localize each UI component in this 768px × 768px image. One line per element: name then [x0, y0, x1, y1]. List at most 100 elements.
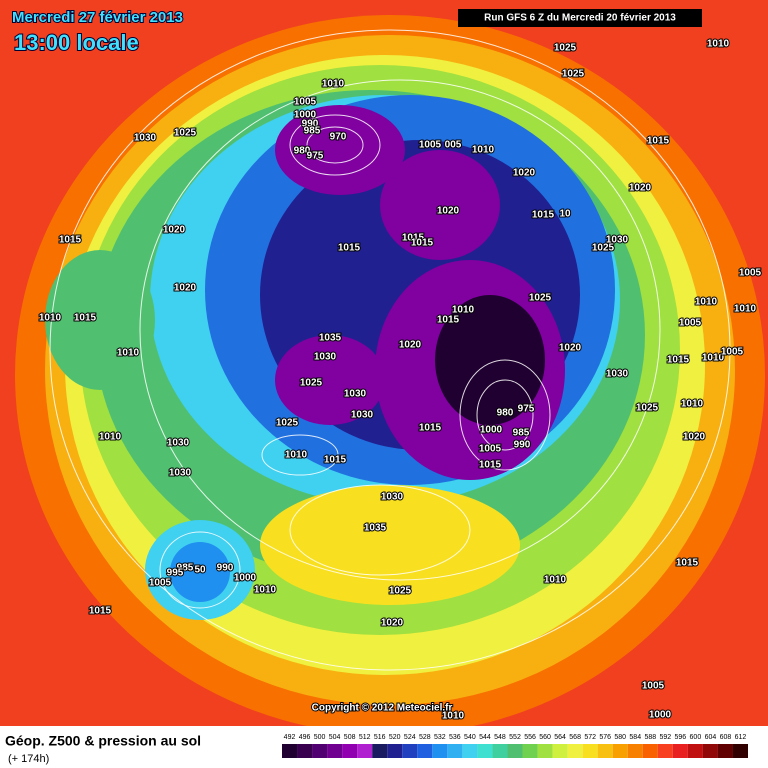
- pressure-label: 1020: [629, 183, 652, 194]
- isobars: [49, 29, 731, 671]
- pressure-label: 1015: [89, 606, 112, 617]
- pressure-label: 1010: [442, 711, 465, 722]
- pressure-label: 1015: [532, 210, 555, 221]
- scale-label: 536: [449, 734, 461, 741]
- scale-label: 564: [554, 734, 566, 741]
- pressure-label: 1010: [472, 145, 495, 156]
- pressure-label: 985: [177, 563, 194, 574]
- pressure-label: 985: [304, 126, 321, 137]
- scale-swatch: [507, 744, 523, 758]
- pressure-label: 1015: [667, 355, 690, 366]
- scale-label: 544: [479, 734, 491, 741]
- footer-title: Géop. Z500 & pression au sol: [5, 733, 201, 749]
- pressure-label: 1010: [322, 79, 345, 90]
- scale-swatch: [612, 744, 628, 758]
- pressure-label: 1025: [554, 43, 577, 54]
- pressure-label: 990: [217, 563, 234, 574]
- scale-swatch: [567, 744, 583, 758]
- scale-swatch: [282, 744, 298, 758]
- scale-swatch: [522, 744, 538, 758]
- run-box: [458, 9, 702, 27]
- pressure-label: 1005: [679, 318, 702, 329]
- scale-label: 588: [644, 734, 656, 741]
- pressure-label: 1015: [59, 235, 82, 246]
- pressure-label: 1025: [276, 418, 299, 429]
- pressure-label: 1005: [149, 578, 172, 589]
- field-band: [435, 295, 545, 425]
- scale-label: 496: [299, 734, 311, 741]
- pressure-label: 1020: [381, 618, 404, 629]
- pressure-label: 1000: [294, 110, 317, 121]
- pressure-label: 1020: [559, 343, 582, 354]
- pressure-label: 970: [330, 132, 347, 143]
- scale-swatch: [702, 744, 718, 758]
- pressure-label: 1010: [544, 575, 567, 586]
- pressure-label: 1010: [39, 313, 62, 324]
- isobar: [306, 126, 364, 164]
- pressure-label: 50: [194, 565, 206, 576]
- pressure-label: 1015: [74, 313, 97, 324]
- pressure-label: 1025: [529, 293, 552, 304]
- scale-swatch: [642, 744, 658, 758]
- scale-swatch: [417, 744, 433, 758]
- pressure-label: 1015: [324, 455, 347, 466]
- scale-swatch: [432, 744, 448, 758]
- pressure-label: 995: [167, 568, 184, 579]
- pressure-label: 1005: [739, 268, 762, 279]
- pressure-label: 1030: [167, 438, 190, 449]
- scale-swatch: [297, 744, 313, 758]
- scale-label: 512: [359, 734, 371, 741]
- pressure-label: 980: [294, 146, 311, 157]
- pressure-label: 1025: [300, 378, 323, 389]
- pressure-label: 1005: [294, 97, 317, 108]
- geopotential-field: [0, 0, 768, 735]
- pressure-label: 1030: [344, 389, 367, 400]
- scale-swatch: [312, 744, 328, 758]
- pressure-label: 1015: [419, 423, 442, 434]
- pressure-label: 1030: [169, 468, 192, 479]
- scale-swatch: [447, 744, 463, 758]
- pressure-label: 1015: [676, 558, 699, 569]
- forecast-time: 13:00 locale: [14, 30, 139, 55]
- pressure-label: 1035: [364, 523, 387, 534]
- scale-label: 612: [735, 734, 747, 741]
- pressure-label: 1020: [683, 432, 706, 443]
- field-band: [275, 105, 405, 195]
- scale-label: 548: [494, 734, 506, 741]
- field-band: [275, 335, 385, 425]
- scale-swatch: [582, 744, 598, 758]
- forecast-date: Mercredi 27 février 2013: [12, 9, 183, 26]
- footer-subtitle: (+ 174h): [8, 753, 49, 765]
- pressure-label: 1015: [402, 233, 425, 244]
- pressure-label: 1015: [338, 243, 361, 254]
- field-band: [380, 150, 500, 260]
- pressure-label: 1010: [681, 399, 704, 410]
- pressure-label: 1010: [702, 353, 725, 364]
- pressure-label: 1015: [479, 460, 502, 471]
- scale-swatch: [492, 744, 508, 758]
- run-info: Run GFS 6 Z du Mercredi 20 février 2013: [484, 13, 676, 24]
- scale-swatch: [552, 744, 568, 758]
- scale-swatch: [357, 744, 373, 758]
- scale-label: 492: [284, 734, 296, 741]
- field-band: [45, 250, 155, 390]
- pressure-label: 1020: [163, 225, 186, 236]
- isobar: [459, 359, 551, 471]
- scale-label: 508: [344, 734, 356, 741]
- scale-swatch: [372, 744, 388, 758]
- pressure-labels: 1025 1010 1025 1010 1030 1025 1005 1000 990 985 97…: [38, 38, 763, 723]
- scale-label: 500: [314, 734, 326, 741]
- pressure-label: 1010: [117, 348, 140, 359]
- scale-swatch: [342, 744, 358, 758]
- scale-swatch: [537, 744, 553, 758]
- scale-label: 520: [389, 734, 401, 741]
- pressure-label: 1000: [649, 710, 672, 721]
- pressure-label: 1020: [437, 206, 460, 217]
- pressure-label: 1030: [134, 133, 157, 144]
- scale-label: 592: [659, 734, 671, 741]
- pressure-label: 005: [445, 140, 462, 151]
- scale-label: 552: [509, 734, 521, 741]
- pressure-label: 1025: [562, 69, 585, 80]
